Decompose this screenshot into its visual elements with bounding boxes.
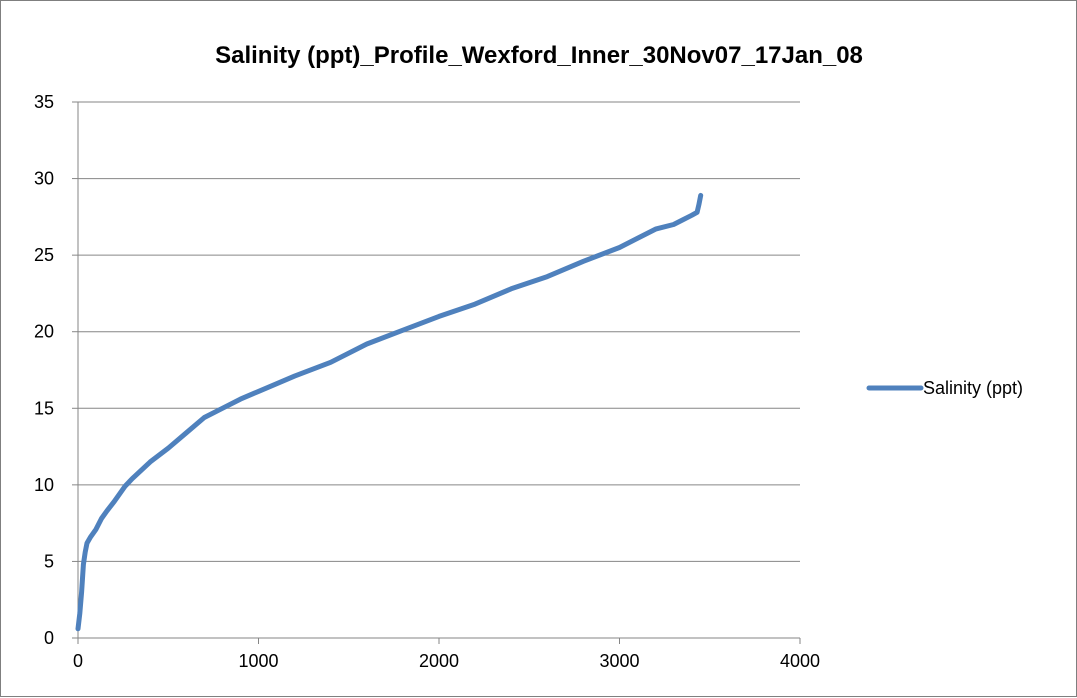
chart-title: Salinity (ppt)_Profile_Wexford_Inner_30N… (215, 42, 863, 69)
axes (72, 101, 801, 644)
y-tick-label: 5 (44, 551, 54, 571)
series-lines (75, 192, 704, 632)
legend: Salinity (ppt) (866, 378, 1023, 398)
y-tick-label: 30 (34, 169, 54, 189)
y-tick-label: 10 (34, 475, 54, 495)
x-tick-label: 2000 (419, 651, 459, 671)
gridlines (78, 101, 800, 562)
y-tick-label: 25 (34, 245, 54, 265)
series-line-salinity (75, 192, 704, 632)
y-tick-label: 0 (44, 628, 54, 648)
y-tick-label: 15 (34, 398, 54, 418)
tick-labels: 0 5 10 15 20 25 30 35 0 1000 2000 3000 4000 (34, 92, 820, 671)
y-tick-label: 20 (34, 322, 54, 342)
y-tick-label: 35 (34, 92, 54, 112)
x-tick-label: 0 (73, 651, 83, 671)
x-tick-label: 4000 (780, 651, 820, 671)
x-tick-label: 3000 (599, 651, 639, 671)
x-tick-label: 1000 (238, 651, 278, 671)
legend-label-salinity: Salinity (ppt) (923, 378, 1023, 398)
